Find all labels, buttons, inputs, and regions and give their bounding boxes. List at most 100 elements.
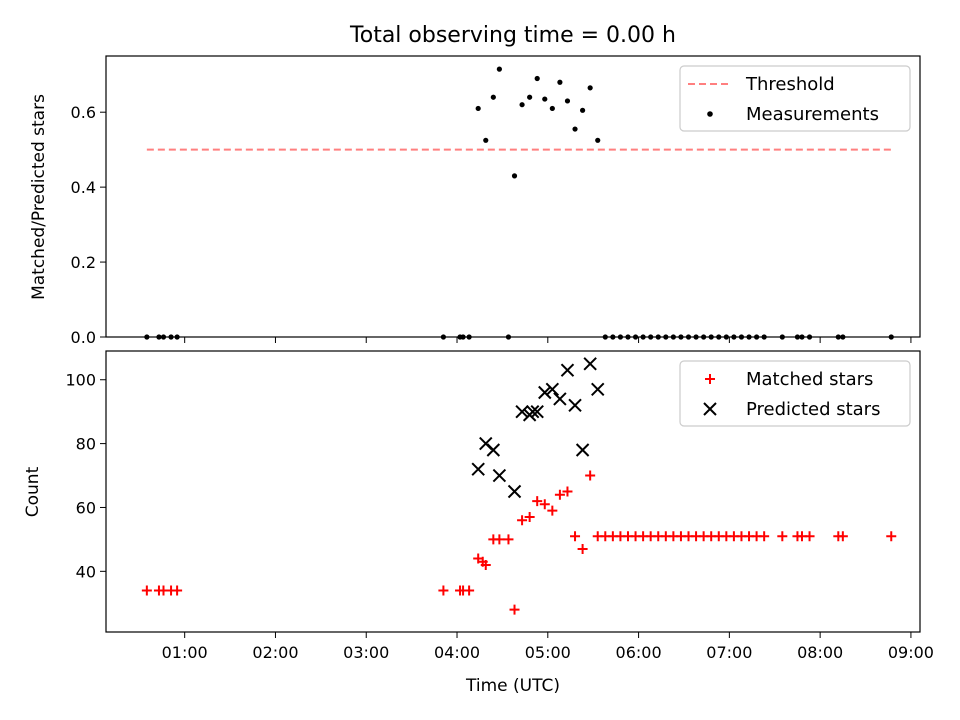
measurement-point — [670, 334, 676, 340]
measurement-point — [693, 334, 699, 340]
measurement-point — [761, 334, 767, 340]
y-tick-label: 80 — [76, 435, 96, 454]
matched-star-marker — [837, 531, 848, 542]
measurement-point — [840, 334, 846, 340]
measurement-point — [701, 334, 707, 340]
predicted-star-marker — [471, 462, 485, 476]
measurement-point — [678, 334, 684, 340]
predicted-star-marker — [545, 382, 560, 397]
x-tick-label: 07:00 — [706, 643, 752, 662]
predicted-star-marker — [560, 363, 575, 377]
measurement-point — [579, 107, 586, 113]
predicted-star-marker — [591, 382, 605, 397]
x-axis-label: Time (UTC) — [465, 676, 560, 696]
matched-star-marker — [570, 531, 581, 542]
x-tick-label: 03:00 — [343, 643, 389, 662]
measurement-point — [648, 334, 654, 340]
x-tick-label: 05:00 — [525, 643, 571, 662]
measurement-point — [746, 334, 752, 340]
bottom-panel: Count Time (UTC) 40 60 80 100 01:00 02:00 03:0… — [23, 350, 934, 696]
measurement-point — [440, 334, 447, 340]
measurement-point — [779, 334, 785, 340]
top-panel: Matched/Predicted stars 0.0 0.2 0.4 0.6 Thre… — [29, 55, 921, 347]
y-tick-label: 0.2 — [71, 253, 96, 272]
measurement-point — [160, 334, 167, 340]
measurement-point — [595, 137, 601, 143]
measurement-point — [708, 334, 714, 340]
measurement-point — [835, 334, 841, 340]
measurement-point — [753, 334, 760, 340]
legend-entry-label: Matched stars — [746, 369, 873, 390]
measurement-point — [483, 137, 489, 143]
measurement-point — [716, 334, 722, 340]
measurement-point — [723, 334, 729, 340]
measurement-point — [527, 94, 533, 100]
measurement-point — [663, 334, 669, 340]
legend-box — [679, 360, 911, 427]
measurement-point — [466, 334, 472, 340]
predicted-star-marker — [525, 404, 540, 419]
legend-swatch-matched — [705, 374, 715, 384]
matched-star-marker — [532, 496, 543, 507]
measurement-point — [625, 334, 631, 340]
legend: Matched stars Predicted stars — [679, 360, 911, 427]
legend-entry-label: Predicted stars — [746, 399, 880, 420]
measurement-point — [144, 334, 150, 340]
matched-star-marker — [554, 489, 565, 500]
measurement-point — [610, 334, 616, 340]
matched-star-marker — [509, 604, 520, 615]
measurement-point — [542, 96, 548, 102]
matched-star-marker — [524, 512, 535, 523]
measurement-point — [168, 334, 174, 340]
legend-box — [679, 65, 911, 132]
measurement-point — [534, 75, 540, 82]
y-tick-label: 0.0 — [71, 328, 96, 347]
measurement-point — [685, 334, 692, 340]
matched-star-marker — [886, 531, 897, 542]
axes-frame — [105, 55, 921, 338]
predicted-star-marker — [530, 404, 544, 419]
y-tick-label: 40 — [76, 562, 96, 581]
measurement-point — [174, 334, 180, 340]
chart-title: Total observing time = 0.00 h — [349, 23, 676, 48]
predicted-star-marker — [575, 443, 590, 457]
legend-swatch-measurements — [707, 111, 713, 117]
matched-star-marker — [438, 585, 449, 596]
matched-star-marker — [759, 531, 770, 542]
measurement-point — [549, 105, 555, 112]
y-tick-label: 100 — [65, 371, 96, 390]
measurement-point — [617, 334, 624, 340]
predicted-star-marker — [492, 468, 507, 483]
predicted-star-marker — [486, 443, 501, 457]
y-tick-label: 0.4 — [71, 178, 96, 197]
measurement-point — [632, 334, 639, 340]
measurement-point — [640, 334, 646, 340]
y-tick-label: 60 — [76, 498, 96, 517]
matched-star-marker — [804, 531, 815, 542]
x-tick-label: 08:00 — [797, 643, 843, 662]
measurement-point — [806, 334, 813, 340]
matched-star-marker — [539, 499, 550, 510]
matched-star-marker — [777, 531, 788, 542]
x-tick-label: 06:00 — [616, 643, 662, 662]
predicted-star-marker — [538, 385, 552, 400]
legend-entry-label: Threshold — [745, 74, 835, 95]
axes-frame — [105, 350, 921, 633]
measurement-point — [519, 102, 525, 108]
legend: Threshold Measurements — [679, 65, 911, 132]
measurement-point — [738, 334, 745, 340]
matched-star-marker — [547, 505, 558, 516]
matched-star-marker — [517, 515, 528, 526]
x-tick-label: 04:00 — [434, 643, 480, 662]
measurement-point — [655, 334, 661, 340]
measurement-point — [511, 173, 518, 179]
legend-entry-label: Measurements — [746, 104, 879, 125]
measurement-point — [475, 105, 481, 112]
measurement-point — [460, 334, 466, 340]
measurement-point — [888, 334, 894, 340]
predicted-star-marker — [507, 484, 522, 499]
measurement-point — [794, 334, 801, 340]
measurement-point — [799, 334, 805, 340]
measurement-point — [731, 334, 737, 340]
